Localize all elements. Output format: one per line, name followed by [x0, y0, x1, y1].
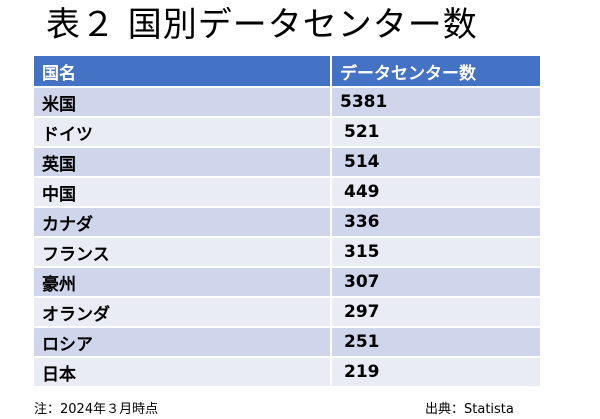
- country-cell: 英国: [34, 147, 331, 178]
- country-cell: オランダ: [34, 297, 331, 328]
- header-country: 国名: [34, 56, 331, 88]
- table-row: 米国 5381: [34, 87, 540, 118]
- count-cell: 315: [330, 237, 540, 268]
- table-row: 日本 219: [34, 357, 540, 388]
- count-cell: 336: [330, 207, 540, 238]
- data-center-table: 国名 データセンター数 米国 5381 ドイツ 521 英国 514 中国 44…: [34, 56, 540, 388]
- table-row: 中国 449: [34, 177, 540, 208]
- source-credit: 出典：Statista: [425, 402, 514, 417]
- table-row: ロシア 251: [34, 327, 540, 358]
- count-cell: 5381: [330, 87, 540, 118]
- count-cell: 219: [330, 357, 540, 388]
- table-row: フランス 315: [34, 237, 540, 268]
- header-count: データセンター数: [330, 56, 540, 88]
- country-cell: 日本: [34, 357, 331, 388]
- count-cell: 449: [330, 177, 540, 208]
- count-cell: 307: [330, 267, 540, 298]
- table-row: カナダ 336: [34, 207, 540, 238]
- page-title: 表２ 国別データセンター数: [46, 5, 478, 45]
- table-header-row: 国名 データセンター数: [34, 56, 540, 88]
- country-cell: 米国: [34, 87, 331, 118]
- count-cell: 251: [330, 327, 540, 358]
- table-row: オランダ 297: [34, 297, 540, 328]
- table-row: ドイツ 521: [34, 117, 540, 148]
- country-cell: 豪州: [34, 267, 331, 298]
- country-cell: ロシア: [34, 327, 331, 358]
- table-row: 豪州 307: [34, 267, 540, 298]
- country-cell: カナダ: [34, 207, 331, 238]
- country-cell: フランス: [34, 237, 331, 268]
- count-cell: 514: [330, 147, 540, 178]
- count-cell: 521: [330, 117, 540, 148]
- footnote: 注：2024年３月時点: [34, 402, 159, 417]
- country-cell: 中国: [34, 177, 331, 208]
- table-row: 英国 514: [34, 147, 540, 178]
- country-cell: ドイツ: [34, 117, 331, 148]
- count-cell: 297: [330, 297, 540, 328]
